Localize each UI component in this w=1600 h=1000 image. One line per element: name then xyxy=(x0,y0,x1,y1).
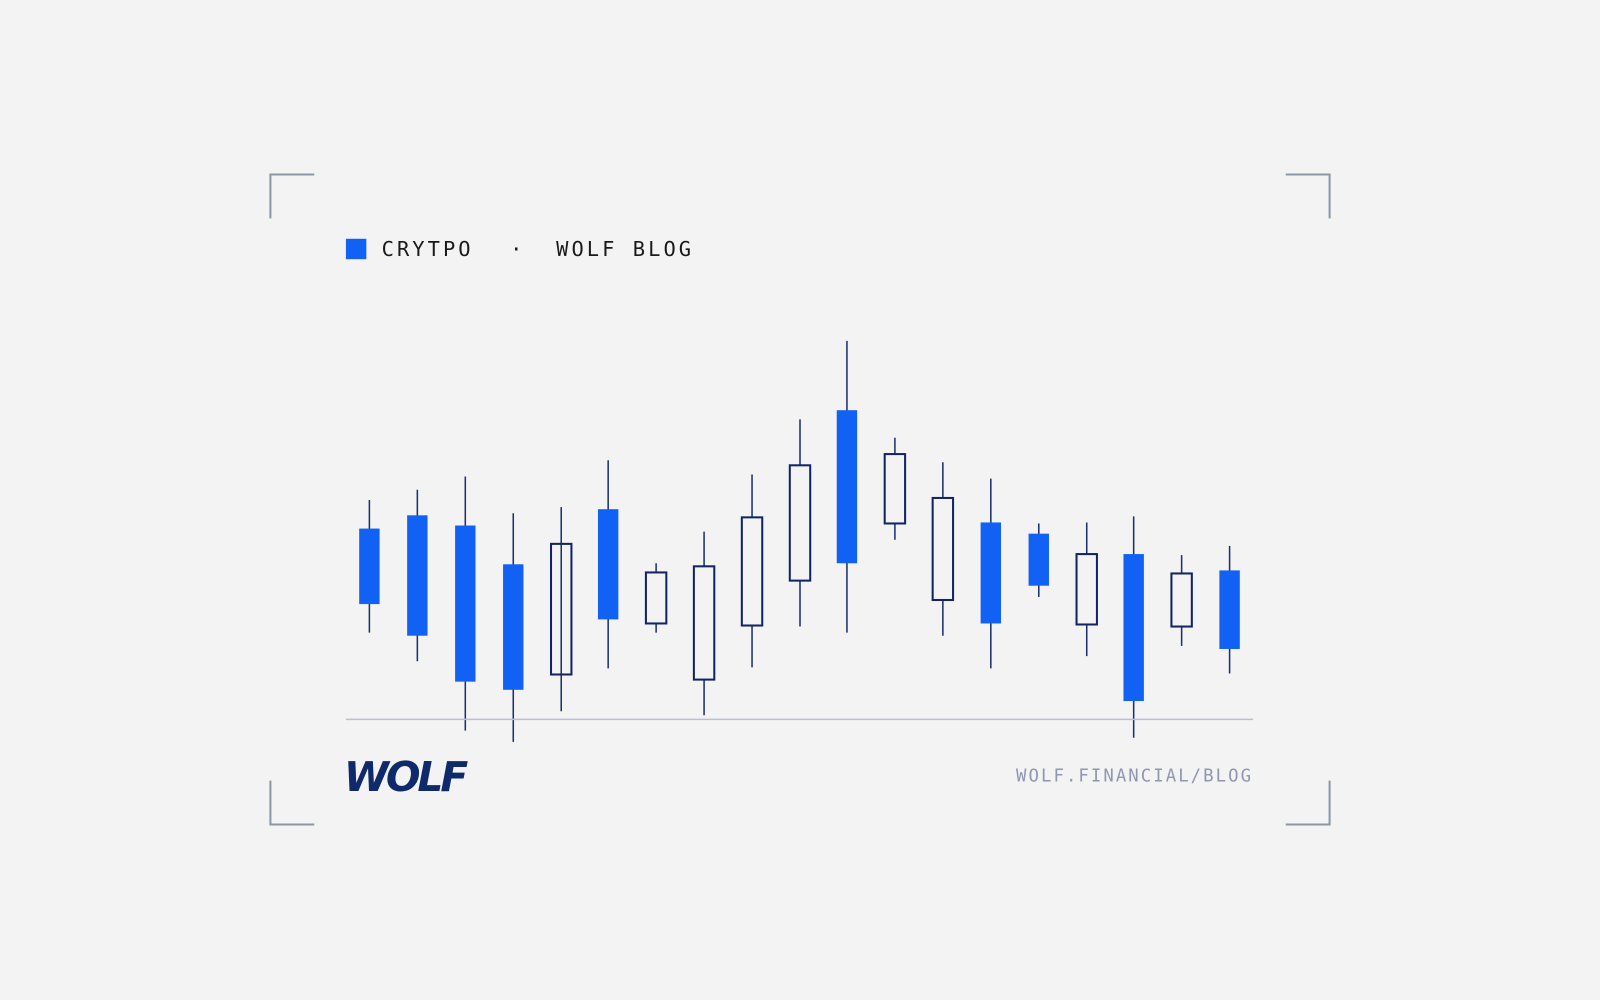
blog-url: WOLF.FINANCIAL/BLOG xyxy=(1016,767,1253,787)
candle xyxy=(931,462,955,636)
candle xyxy=(597,460,619,669)
candle xyxy=(1075,522,1098,657)
candle xyxy=(644,563,668,633)
candle xyxy=(740,474,764,668)
candle xyxy=(788,419,812,627)
corner-bracket xyxy=(269,780,315,826)
candle xyxy=(550,507,573,712)
category-label: CRYTPO xyxy=(382,237,474,261)
candle xyxy=(1123,516,1144,738)
candle xyxy=(980,478,1002,669)
category-square xyxy=(345,238,367,260)
candle xyxy=(359,500,380,633)
candle xyxy=(883,437,907,540)
candle xyxy=(1219,545,1240,674)
candle xyxy=(692,531,716,716)
candle xyxy=(503,513,524,742)
separator: · xyxy=(510,237,522,261)
candle xyxy=(1170,555,1193,646)
wolf-logo: WOLF xyxy=(344,753,468,801)
candle xyxy=(407,489,428,662)
corner-bracket xyxy=(1285,173,1331,219)
corner-bracket xyxy=(269,173,315,219)
corner-bracket xyxy=(1285,780,1331,826)
candlesticks xyxy=(359,340,1240,742)
blog-label: WOLF BLOG xyxy=(556,237,694,261)
candle xyxy=(455,476,476,731)
candle xyxy=(1028,523,1049,597)
candle xyxy=(836,340,858,633)
